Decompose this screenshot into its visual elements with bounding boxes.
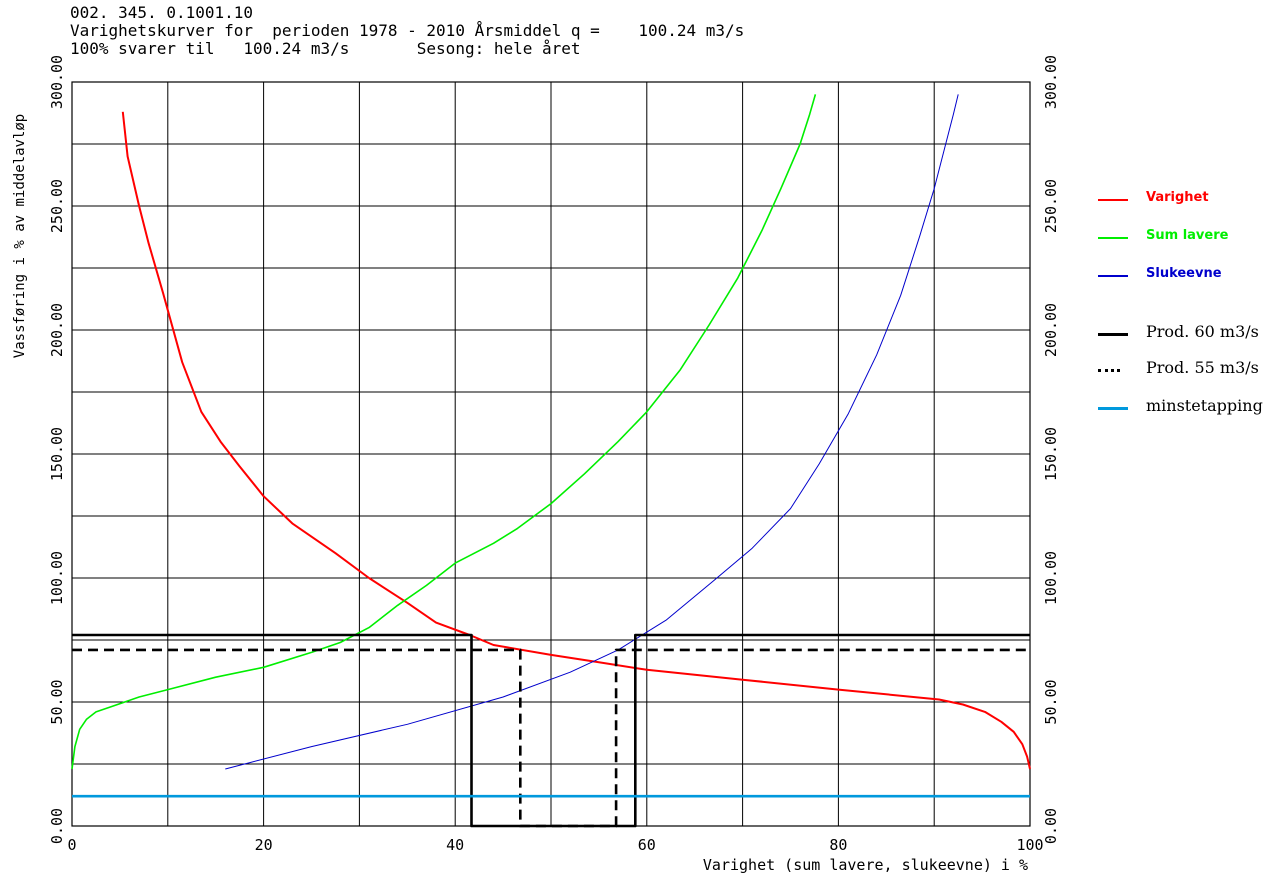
y-tick-label-right: 100.00 bbox=[1042, 551, 1060, 605]
legend-label: Sum lavere bbox=[1146, 228, 1229, 243]
y-tick-label-left: 50.00 bbox=[48, 679, 66, 724]
legend-label: minstetapping bbox=[1146, 396, 1263, 415]
x-tick-label: 40 bbox=[446, 836, 464, 854]
x-tick-label: 60 bbox=[638, 836, 656, 854]
y-tick-label-right: 150.00 bbox=[1042, 427, 1060, 481]
y-tick-label-right: 250.00 bbox=[1042, 179, 1060, 233]
legend-item: Prod. 60 m3/s bbox=[1098, 322, 1273, 344]
grid-layer bbox=[71, 81, 1031, 827]
y-tick-label-right: 0.00 bbox=[1042, 808, 1060, 844]
y-tick-label-right: 300.00 bbox=[1042, 55, 1060, 109]
series-line-slukeevne bbox=[225, 94, 959, 770]
legend-swatch bbox=[1098, 407, 1128, 410]
legend-item: Varighet bbox=[1098, 190, 1273, 210]
x-axis-label: Varighet (sum lavere, slukeevne) i % bbox=[703, 856, 1028, 874]
y-axis-label: Vassføring i % av middelavløp bbox=[12, 114, 28, 358]
series-layer bbox=[71, 94, 1031, 828]
legend-item: Slukeevne bbox=[1098, 266, 1273, 286]
legend-label: Prod. 55 m3/s bbox=[1146, 358, 1259, 377]
chart-subtitle: 100% svarer til 100.24 m3/s Sesong: hele… bbox=[70, 39, 581, 58]
legend-item: minstetapping bbox=[1098, 396, 1273, 418]
legend-item: Prod. 55 m3/s bbox=[1098, 358, 1273, 380]
chart-station-id: 002. 345. 0.1001.10 bbox=[70, 3, 254, 22]
legend-swatch bbox=[1098, 369, 1120, 372]
chart-title: Varighetskurver for perioden 1978 - 2010… bbox=[70, 21, 745, 40]
legend-label: Prod. 60 m3/s bbox=[1146, 322, 1259, 341]
x-tick-label: 100 bbox=[1016, 836, 1043, 854]
y-tick-label-left: 0.00 bbox=[48, 808, 66, 844]
legend-swatch bbox=[1098, 237, 1128, 239]
legend-item: Sum lavere bbox=[1098, 228, 1273, 248]
y-tick-label-right: 50.00 bbox=[1042, 679, 1060, 724]
x-tick-label: 80 bbox=[829, 836, 847, 854]
y-tick-label-left: 250.00 bbox=[48, 179, 66, 233]
y-tick-label-left: 100.00 bbox=[48, 551, 66, 605]
y-tick-label-left: 150.00 bbox=[48, 427, 66, 481]
legend-swatch bbox=[1098, 199, 1128, 201]
y-tick-label-right: 200.00 bbox=[1042, 303, 1060, 357]
x-tick-label: 0 bbox=[67, 836, 76, 854]
series-line-prod-55-m3-s bbox=[72, 648, 1030, 828]
x-tick-label: 20 bbox=[255, 836, 273, 854]
legend-label: Slukeevne bbox=[1146, 266, 1222, 281]
series-line-sum-lavere bbox=[71, 94, 817, 770]
series-line-varighet bbox=[121, 111, 1031, 770]
legend-swatch bbox=[1098, 275, 1128, 277]
legend-swatch bbox=[1098, 333, 1128, 336]
y-tick-label-left: 300.00 bbox=[48, 55, 66, 109]
legend-label: Varighet bbox=[1146, 190, 1209, 205]
y-tick-label-left: 200.00 bbox=[48, 303, 66, 357]
